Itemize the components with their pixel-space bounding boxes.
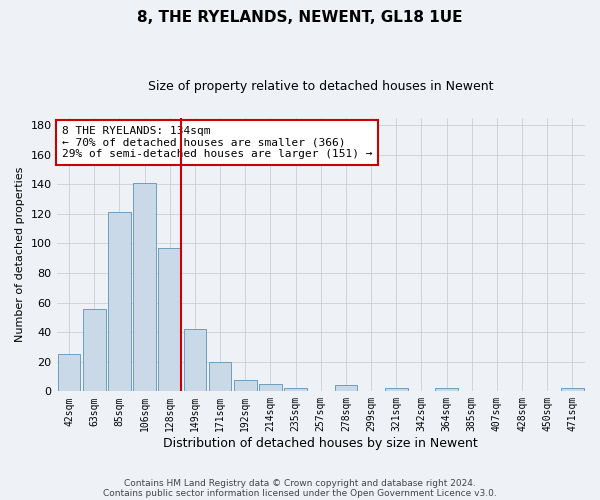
Bar (133, 183, 156, 392)
Text: 8 THE RYELANDS: 134sqm
← 70% of detached houses are smaller (366)
29% of semi-de: 8 THE RYELANDS: 134sqm ← 70% of detached… (62, 126, 373, 159)
Y-axis label: Number of detached properties: Number of detached properties (15, 167, 25, 342)
Text: 8, THE RYELANDS, NEWENT, GL18 1UE: 8, THE RYELANDS, NEWENT, GL18 1UE (137, 10, 463, 25)
Bar (58, 354, 80, 392)
Bar (435, 388, 458, 392)
Bar (234, 380, 257, 392)
Bar (284, 388, 307, 392)
Bar (335, 386, 357, 392)
Text: Contains public sector information licensed under the Open Government Licence v3: Contains public sector information licen… (103, 488, 497, 498)
Bar (108, 212, 131, 392)
Title: Size of property relative to detached houses in Newent: Size of property relative to detached ho… (148, 80, 494, 93)
Bar (259, 384, 282, 392)
Bar (561, 388, 584, 392)
Bar (184, 329, 206, 392)
X-axis label: Distribution of detached houses by size in Newent: Distribution of detached houses by size … (163, 437, 478, 450)
Text: Contains HM Land Registry data © Crown copyright and database right 2024.: Contains HM Land Registry data © Crown c… (124, 478, 476, 488)
Bar (83, 308, 106, 392)
Bar (209, 362, 232, 392)
Bar (385, 388, 407, 392)
Bar (158, 248, 181, 392)
